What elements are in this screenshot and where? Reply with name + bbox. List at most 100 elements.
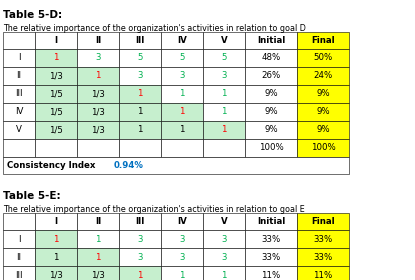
Text: II: II	[95, 217, 101, 226]
Text: 9%: 9%	[316, 90, 330, 99]
Bar	[119, 32, 161, 49]
Bar	[245, 67, 297, 85]
Bar	[77, 213, 119, 230]
Text: 1: 1	[95, 71, 101, 81]
Bar	[203, 85, 245, 103]
Text: 3: 3	[179, 235, 185, 244]
Text: 5: 5	[137, 53, 143, 62]
Text: 26%: 26%	[261, 71, 281, 81]
Text: 9%: 9%	[264, 90, 278, 99]
Bar	[245, 248, 297, 266]
Text: 1/3: 1/3	[91, 270, 105, 279]
Bar	[3, 103, 35, 121]
Text: Initial: Initial	[257, 36, 285, 45]
Text: IV: IV	[15, 108, 23, 116]
Bar	[3, 157, 349, 174]
Text: I: I	[18, 53, 20, 62]
Bar	[203, 103, 245, 121]
Bar	[77, 103, 119, 121]
Bar	[245, 139, 297, 157]
Bar	[297, 121, 349, 139]
Bar	[245, 266, 297, 280]
Bar	[161, 248, 203, 266]
Text: 9%: 9%	[316, 125, 330, 134]
Text: The relative importance of the organization's activities in relation to goal E: The relative importance of the organizat…	[3, 205, 305, 214]
Bar	[119, 103, 161, 121]
Text: 1: 1	[95, 253, 101, 262]
Bar	[119, 230, 161, 248]
Text: 1: 1	[221, 125, 227, 134]
Text: 1: 1	[221, 270, 227, 279]
Text: 1: 1	[53, 235, 59, 244]
Bar	[245, 121, 297, 139]
Text: 1: 1	[137, 90, 143, 99]
Text: V: V	[221, 217, 227, 226]
Bar	[77, 32, 119, 49]
Text: 33%: 33%	[261, 253, 281, 262]
Bar	[35, 121, 77, 139]
Text: 3: 3	[179, 71, 185, 81]
Text: 1/3: 1/3	[91, 90, 105, 99]
Bar	[119, 266, 161, 280]
Bar	[203, 213, 245, 230]
Text: 9%: 9%	[264, 108, 278, 116]
Bar	[3, 121, 35, 139]
Bar	[297, 49, 349, 67]
Bar	[245, 49, 297, 67]
Bar	[3, 266, 35, 280]
Text: 1/3: 1/3	[49, 270, 63, 279]
Text: 9%: 9%	[264, 125, 278, 134]
Text: 100%: 100%	[310, 143, 335, 153]
Text: 1: 1	[95, 235, 101, 244]
Bar	[245, 213, 297, 230]
Text: 1/3: 1/3	[91, 108, 105, 116]
Bar	[77, 121, 119, 139]
Bar	[77, 49, 119, 67]
Text: 3: 3	[221, 71, 227, 81]
Bar	[161, 103, 203, 121]
Bar	[245, 85, 297, 103]
Bar	[161, 32, 203, 49]
Text: 1/5: 1/5	[49, 108, 63, 116]
Text: V: V	[221, 36, 227, 45]
Bar	[161, 213, 203, 230]
Bar	[161, 266, 203, 280]
Text: 1: 1	[179, 270, 185, 279]
Bar	[203, 121, 245, 139]
Bar	[161, 49, 203, 67]
Text: The relative importance of the organization's activities in relation to goal D: The relative importance of the organizat…	[3, 24, 306, 33]
Text: 1/3: 1/3	[91, 125, 105, 134]
Text: 33%: 33%	[261, 235, 281, 244]
Bar	[203, 230, 245, 248]
Bar	[161, 230, 203, 248]
Bar	[119, 121, 161, 139]
Text: 0.94%: 0.94%	[114, 161, 144, 170]
Bar	[35, 139, 77, 157]
Bar	[77, 230, 119, 248]
Text: IV: IV	[177, 217, 187, 226]
Bar	[3, 85, 35, 103]
Text: Consistency Index: Consistency Index	[7, 161, 95, 170]
Text: 11%: 11%	[313, 270, 333, 279]
Bar	[77, 67, 119, 85]
Text: Final: Final	[311, 36, 335, 45]
Bar	[119, 213, 161, 230]
Bar	[161, 139, 203, 157]
Bar	[297, 230, 349, 248]
Text: 3: 3	[137, 235, 143, 244]
Text: IV: IV	[177, 36, 187, 45]
Bar	[297, 67, 349, 85]
Text: 1: 1	[179, 90, 185, 99]
Text: I: I	[54, 36, 58, 45]
Text: Table 5-E:: Table 5-E:	[3, 191, 61, 201]
Text: 48%: 48%	[261, 53, 281, 62]
Text: III: III	[15, 90, 23, 99]
Bar	[245, 103, 297, 121]
Bar	[3, 248, 35, 266]
Text: 1: 1	[179, 125, 185, 134]
Bar	[3, 230, 35, 248]
Bar	[203, 49, 245, 67]
Text: 3: 3	[221, 253, 227, 262]
Text: I: I	[54, 217, 58, 226]
Bar	[297, 139, 349, 157]
